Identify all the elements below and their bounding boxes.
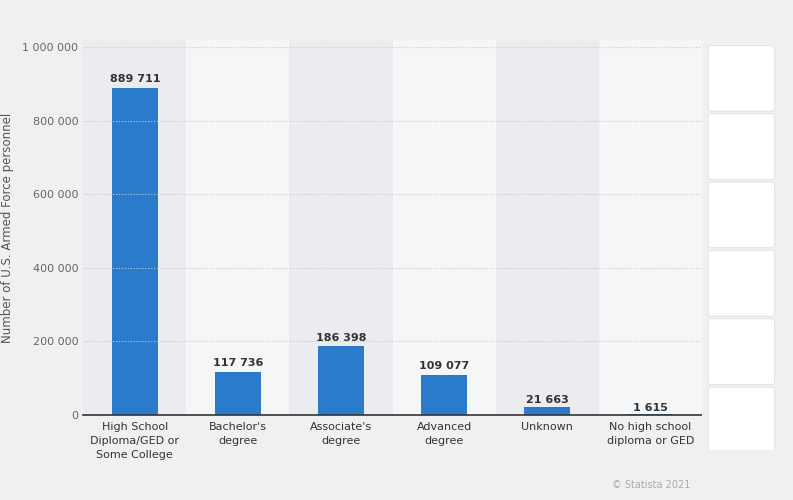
Bar <box>599 40 702 415</box>
Bar <box>318 346 364 415</box>
FancyBboxPatch shape <box>708 250 775 316</box>
Bar <box>496 40 599 415</box>
FancyBboxPatch shape <box>708 319 775 384</box>
Y-axis label: Number of U.S. Armed Force personnel: Number of U.S. Armed Force personnel <box>1 112 14 342</box>
Text: 109 077: 109 077 <box>419 361 469 371</box>
Bar <box>83 40 186 415</box>
Text: 186 398: 186 398 <box>316 333 366 343</box>
FancyBboxPatch shape <box>708 387 775 452</box>
FancyBboxPatch shape <box>708 114 775 180</box>
Text: 1 615: 1 615 <box>633 402 668 412</box>
FancyBboxPatch shape <box>708 182 775 248</box>
Text: 117 736: 117 736 <box>213 358 263 368</box>
FancyBboxPatch shape <box>708 46 775 111</box>
Text: 889 711: 889 711 <box>109 74 160 84</box>
Bar <box>421 375 467 415</box>
Bar <box>112 88 158 415</box>
Bar <box>186 40 289 415</box>
Bar <box>215 372 261 415</box>
Bar <box>524 407 570 415</box>
Bar <box>627 414 673 415</box>
Text: © Statista 2021: © Statista 2021 <box>611 480 690 490</box>
Bar <box>393 40 496 415</box>
Bar <box>289 40 393 415</box>
Text: 21 663: 21 663 <box>526 395 569 405</box>
